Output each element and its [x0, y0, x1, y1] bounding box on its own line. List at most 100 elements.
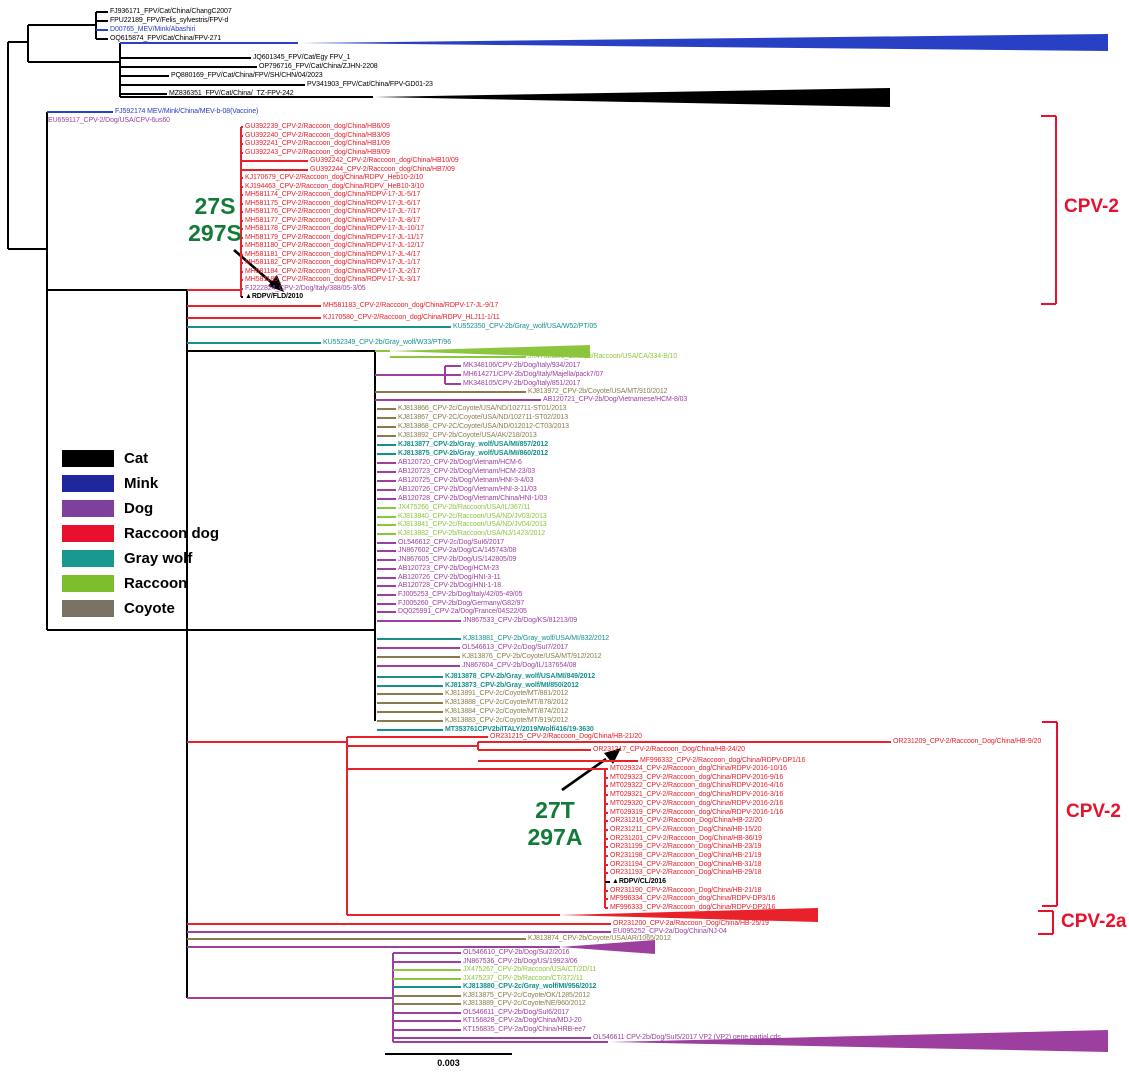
tree-branch	[347, 745, 478, 747]
clade-label-cpv-2: CPV-2	[1066, 801, 1121, 822]
taxon-label: KJ813883_CPV-2c/Coyote/MT/919/2012	[445, 717, 569, 724]
legend-swatch-raccoon	[62, 575, 114, 592]
taxon-label: MT029319_CPV-2/Raccoon_dog/China/RDPV-20…	[610, 809, 784, 816]
tree-branch	[187, 946, 560, 948]
clade-bracket-tick	[1041, 302, 1056, 306]
taxon-label: KT156828_CPV-2a/Dog/China/MDJ-20	[463, 1017, 582, 1024]
taxon-label: EU659117_CPV-2/Dog/USA/CPV-6us60	[48, 117, 170, 124]
taxon-label: MH614271/CPV-2b/Dog/Italy/Majella/pack7/…	[463, 371, 604, 378]
taxon-label: GU392243_CPV-2/Raccoon_dog/China/HB9/09	[245, 149, 390, 156]
taxon-label: JN867536_CPV-2b/Dog/US/19923/06	[463, 958, 578, 965]
taxon-label: MH581175_CPV-2/Raccoon_dog/China/RDPV-17…	[245, 200, 421, 207]
tree-branch	[377, 620, 461, 622]
tree-branch	[96, 11, 108, 13]
taxon-label: MT353761CPV2b/ITALY/2019/Wolf/416/19-363…	[445, 726, 594, 733]
taxon-label: KJ813891_CPV-2c/Coyote/MT/881/2012	[445, 690, 569, 697]
tree-branch	[187, 342, 321, 344]
tree-branch	[377, 426, 396, 428]
tree-branch	[8, 41, 28, 43]
raccoon-dog-collapsed-clade	[560, 908, 818, 922]
tree-branch	[7, 42, 9, 249]
tree-branch	[377, 656, 460, 658]
taxon-label: KJ813892_CPV-2b/Coyote/USA/AK/218/2013	[398, 432, 537, 439]
taxon-label: OR231216_CPV-2/Raccoon_Dog/China/HB-22/2…	[610, 817, 762, 824]
clade-bracket	[1055, 722, 1059, 906]
taxon-label: KU552349_CPV-2b/Gray_wolf/W33/PT/96	[323, 339, 452, 346]
taxon-label: JN867605_CPV-2b/Dog/US/142805/09	[398, 556, 517, 563]
tree-branch	[393, 961, 461, 963]
taxon-label: MF996332_CPV-2/Raccoon_dog/China/RDPV-DP…	[640, 757, 806, 764]
tree-branch	[377, 585, 396, 587]
taxon-label: KJ813867_CPV-2C/Coyote/USA/ND/102711-ST0…	[398, 414, 568, 421]
taxon-label: FJ222824_CPV-2/Dog/Italy/388/05-3/05	[245, 285, 366, 292]
tree-branch	[605, 838, 608, 840]
tree-branch	[478, 741, 891, 743]
tree-branch	[241, 135, 243, 137]
tree-branch	[241, 160, 308, 162]
clade-bracket-tick	[1042, 904, 1057, 908]
tree-branch	[390, 356, 526, 358]
dog-collapsed-clade-bottom	[610, 1030, 1108, 1052]
tree-branch	[187, 741, 347, 743]
tree-branch	[393, 1003, 461, 1005]
taxon-label: MT029324_CPV-2/Raccoon_dog/China/RDPV-20…	[610, 765, 787, 772]
tree-branch	[241, 271, 243, 273]
tree-branch	[393, 1012, 461, 1014]
taxon-label: OR231190_CPV-2/Raccoon_Dog/China/HB-21/1…	[610, 887, 762, 894]
taxon-label: AB120721_CPV-2b/Dog/Vietnamese/HCM-8/03	[543, 396, 688, 403]
taxon-label: KJ813880_CPV-2c/Gray_wolf/MI/956/2012	[463, 983, 597, 990]
clade-bracket-tick	[1042, 720, 1057, 724]
taxon-label: MH581177_CPV-2/Raccoon_dog/China/RDPV-17…	[245, 217, 421, 224]
tree-branch	[241, 288, 243, 290]
taxon-label: KJ170679_CPV-2/Raccoon_dog/China/RDPV_He…	[245, 174, 424, 181]
tree-branch	[241, 211, 243, 213]
tree-branch	[96, 38, 108, 40]
tree-branch	[46, 112, 48, 630]
taxon-label: OR231209_CPV-2/Raccoon_Dog/China/HB-9/20	[893, 738, 1042, 745]
taxon-label: KJ813888_CPV-2c/Coyote/MT/878/2012	[445, 699, 569, 706]
legend-swatch-dog	[62, 500, 114, 517]
tree-branch	[377, 516, 396, 518]
taxon-label: PV341903_FPV/Cat/China/FPV-GD01-23	[307, 81, 433, 88]
tree-branch	[605, 846, 608, 848]
taxon-label: KJ813881_CPV-2b/Gray_wolf/USA/MI/832/201…	[463, 635, 610, 642]
tree-branch	[187, 326, 451, 328]
tree-branch	[377, 489, 396, 491]
legend-swatch-gray-wolf	[62, 550, 114, 567]
mutation-27t-297a: 27T 297A	[527, 797, 583, 850]
taxon-label: MT029322_CPV-2/Raccoon_dog/China/RDPV-20…	[610, 782, 784, 789]
tree-branch	[377, 594, 396, 596]
taxon-label: KJ813875_CPV-2b/Gray_wolf/USA/MI/860/201…	[398, 450, 548, 457]
raccoon-collapsed-clade	[390, 345, 590, 358]
taxon-label: OR231201_CPV-2/Raccoon_Dog/China/HB-36/1…	[610, 835, 762, 842]
tree-branch	[27, 25, 29, 62]
taxon-label: OP796716_FPV/Cat/China/ZJHN-2208	[259, 63, 378, 70]
tree-branch	[95, 12, 97, 39]
tree-branch	[478, 749, 591, 751]
tree-branch	[241, 245, 243, 247]
tree-branch	[377, 462, 396, 464]
tree-branch	[241, 169, 308, 171]
tree-branch	[375, 374, 445, 376]
tree-branch	[374, 351, 376, 721]
taxon-label: KJ813884_CPV-2c/Coyote/MT/874/2012	[445, 708, 569, 715]
taxon-label: OR231211_CPV-2/Raccoon_Dog/China/HB-15/2…	[610, 826, 762, 833]
tree-branch	[393, 952, 461, 954]
tree-branch	[377, 435, 396, 437]
tree-branch	[605, 785, 608, 787]
taxon-label: OR231199_CPV-2/Raccoon_Dog/China/HB-23/1…	[610, 843, 762, 850]
tree-branch	[605, 812, 608, 814]
tree-branch	[605, 907, 608, 909]
taxon-label: KJ194463_CPV-2/Raccoon_dog/China/RDPV_He…	[245, 183, 424, 190]
tree-branch	[377, 550, 396, 552]
tree-branch	[377, 417, 396, 419]
taxon-label: KJ813878_CPV-2b/Gray_wolf/USA/MI/849/201…	[445, 673, 595, 680]
taxon-label: MH581181_CPV-2/Raccoon_dog/China/RDPV-17…	[245, 251, 421, 258]
tree-branch	[605, 820, 608, 822]
clade-bracket	[1054, 116, 1058, 304]
taxon-label: MH581178_CPV-2/Raccoon_dog/China/RDPV-17…	[245, 225, 425, 232]
tree-branch	[605, 890, 608, 892]
taxon-label: KJ813873_CPV-2b/Gray_wolf/MI/850/2012	[445, 682, 579, 689]
taxon-label: KJ170580_CPV-2/Raccoon_dog/China/RDPV_HL…	[323, 314, 500, 321]
mutation-27s-297s: 27S 297S	[188, 193, 242, 246]
